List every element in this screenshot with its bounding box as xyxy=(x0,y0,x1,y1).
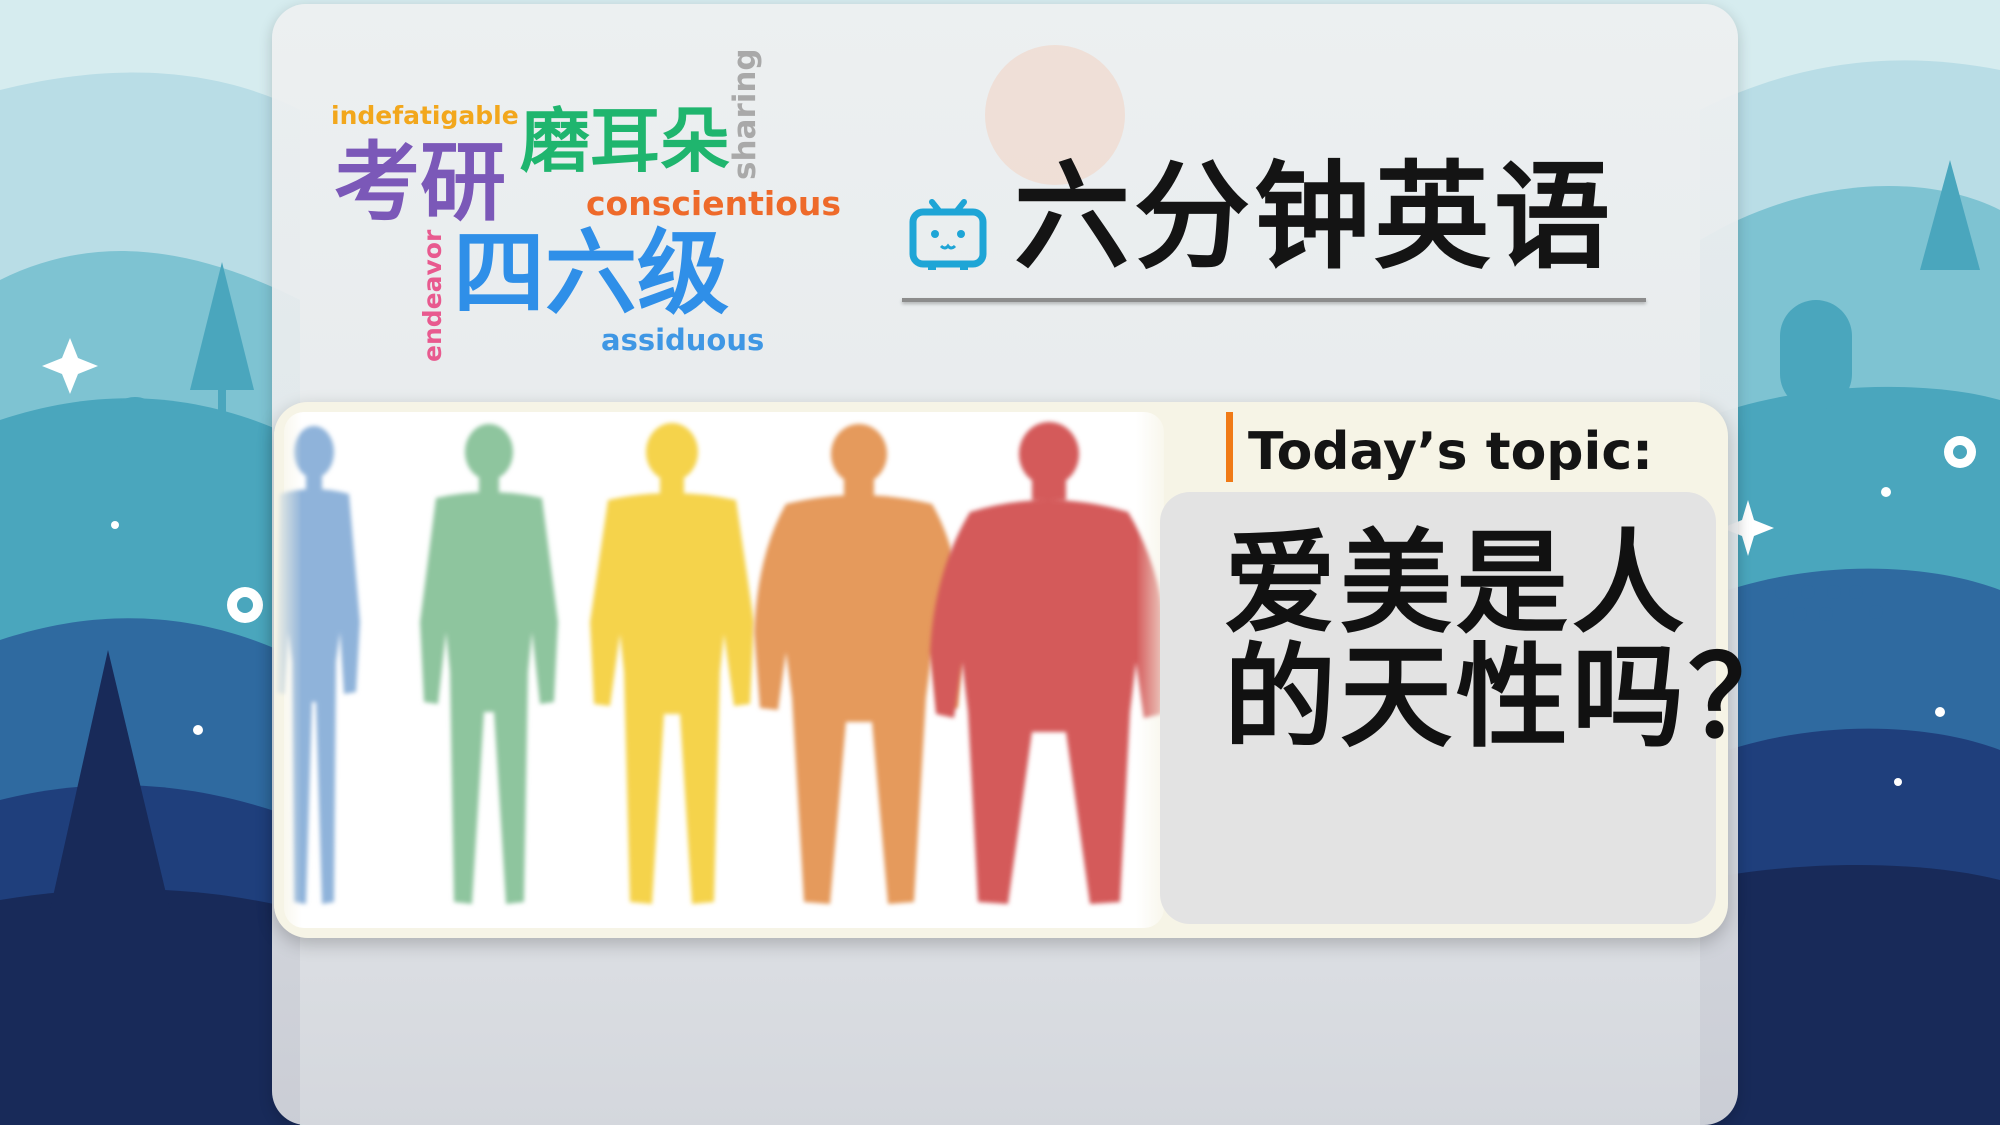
word-conscientious: conscientious xyxy=(586,184,842,223)
topic-question-line-1: 爱美是人 xyxy=(1224,519,1688,649)
sun-decoration xyxy=(985,45,1125,185)
word-sharing: sharing xyxy=(727,48,763,180)
body-silhouettes-illustration xyxy=(274,402,1174,938)
word-assiduous: assiduous xyxy=(601,323,765,357)
topic-question-line-2: 的天性吗？ xyxy=(1224,633,1804,763)
word-kaoyan: 考研 xyxy=(334,133,506,233)
title-underline xyxy=(902,298,1646,302)
word-indefatigable: indefatigable xyxy=(331,101,519,130)
topic-question-box xyxy=(1160,492,1716,924)
word-siliu: 四六级 xyxy=(453,220,730,327)
tv-mascot-icon xyxy=(909,199,987,270)
topic-accent-bar xyxy=(1226,412,1233,482)
word-moer: 磨耳朵 xyxy=(520,100,730,182)
word-endeavor: endeavor xyxy=(418,229,447,362)
topic-card xyxy=(274,402,1728,938)
topic-label: Today’s topic: xyxy=(1248,422,1653,482)
page-title: 六分钟英语 xyxy=(1014,150,1614,285)
